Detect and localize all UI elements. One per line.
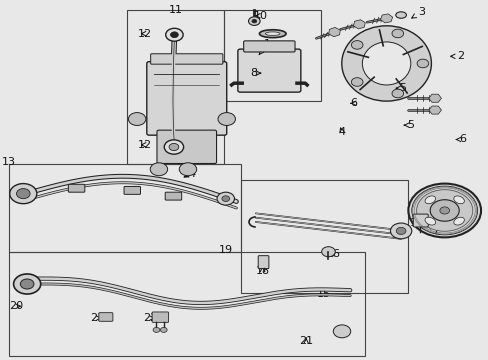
Text: 2: 2 <box>450 51 464 61</box>
Ellipse shape <box>424 217 435 225</box>
FancyBboxPatch shape <box>243 41 294 52</box>
FancyBboxPatch shape <box>258 256 268 269</box>
Circle shape <box>17 189 30 199</box>
Text: 14: 14 <box>182 169 196 179</box>
Text: 12: 12 <box>138 140 152 150</box>
Circle shape <box>217 192 234 205</box>
Text: 6: 6 <box>349 98 356 108</box>
Text: 10: 10 <box>253 11 267 21</box>
Ellipse shape <box>424 196 435 204</box>
Ellipse shape <box>265 32 280 36</box>
Ellipse shape <box>453 196 464 204</box>
FancyBboxPatch shape <box>99 313 113 321</box>
Ellipse shape <box>453 217 464 225</box>
FancyBboxPatch shape <box>152 312 168 322</box>
Bar <box>127 10 224 164</box>
Circle shape <box>218 113 235 126</box>
FancyBboxPatch shape <box>157 130 216 163</box>
Ellipse shape <box>259 30 285 38</box>
Text: 15: 15 <box>316 289 330 299</box>
Text: 13: 13 <box>2 157 16 167</box>
Circle shape <box>128 113 145 126</box>
Circle shape <box>395 227 405 234</box>
FancyBboxPatch shape <box>146 62 226 135</box>
Ellipse shape <box>362 42 410 85</box>
Text: 19: 19 <box>218 245 232 255</box>
Circle shape <box>20 279 34 289</box>
Circle shape <box>416 190 472 231</box>
Circle shape <box>411 186 477 235</box>
Text: 17: 17 <box>409 218 423 228</box>
Circle shape <box>351 78 362 86</box>
Circle shape <box>170 32 178 38</box>
Text: 5: 5 <box>404 120 413 130</box>
Bar <box>241 180 407 293</box>
Bar <box>9 164 241 252</box>
Text: 8: 8 <box>250 68 260 78</box>
Circle shape <box>389 223 411 239</box>
Circle shape <box>248 17 260 26</box>
Circle shape <box>351 41 362 49</box>
Circle shape <box>222 196 229 202</box>
Text: 22: 22 <box>143 313 157 323</box>
Text: 14: 14 <box>21 191 35 201</box>
Circle shape <box>391 29 403 38</box>
Circle shape <box>160 327 167 332</box>
Text: 6: 6 <box>455 135 466 144</box>
Text: 18: 18 <box>255 266 269 276</box>
FancyBboxPatch shape <box>165 192 182 200</box>
Circle shape <box>150 163 167 176</box>
Text: 21: 21 <box>299 336 313 346</box>
Circle shape <box>429 200 458 221</box>
Text: 11: 11 <box>168 5 183 15</box>
Text: 3: 3 <box>411 7 424 18</box>
FancyBboxPatch shape <box>124 186 140 194</box>
Text: 1: 1 <box>259 40 270 55</box>
FancyBboxPatch shape <box>68 184 84 192</box>
Ellipse shape <box>395 12 406 18</box>
Ellipse shape <box>341 26 430 101</box>
Text: 12: 12 <box>138 29 152 39</box>
Circle shape <box>169 143 179 150</box>
Circle shape <box>391 89 403 98</box>
Bar <box>9 252 364 356</box>
Text: 21: 21 <box>90 313 104 323</box>
Circle shape <box>321 247 335 257</box>
Circle shape <box>153 327 160 332</box>
Circle shape <box>164 140 183 154</box>
Circle shape <box>416 59 428 68</box>
Circle shape <box>251 19 256 23</box>
Circle shape <box>10 184 37 204</box>
Text: 20: 20 <box>9 301 23 311</box>
Text: 16: 16 <box>326 249 341 259</box>
Circle shape <box>333 325 350 338</box>
Circle shape <box>165 28 183 41</box>
Text: 4: 4 <box>338 127 345 137</box>
FancyBboxPatch shape <box>412 214 427 227</box>
Bar <box>224 10 321 101</box>
Circle shape <box>439 207 448 214</box>
Text: 5: 5 <box>395 83 406 93</box>
FancyBboxPatch shape <box>150 54 223 64</box>
Circle shape <box>14 274 41 294</box>
Circle shape <box>407 184 480 237</box>
Text: 7: 7 <box>427 225 439 236</box>
Circle shape <box>179 163 196 176</box>
FancyBboxPatch shape <box>237 49 300 92</box>
